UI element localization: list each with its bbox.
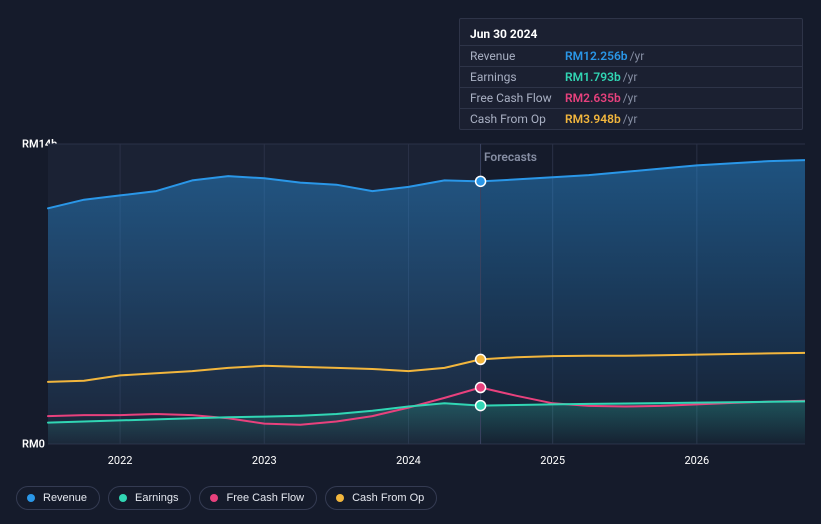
tooltip-row: EarningsRM1.793b /yr <box>460 66 802 87</box>
tooltip-row-label: Free Cash Flow <box>470 91 565 105</box>
x-axis: 20222023202420252026 <box>48 444 805 445</box>
tooltip-row-label: Cash From Op <box>470 112 565 126</box>
legend-dot-icon <box>336 494 344 502</box>
legend-label: Cash From Op <box>352 492 424 504</box>
tooltip-row-label: Earnings <box>470 70 565 84</box>
legend-dot-icon <box>119 494 127 502</box>
tooltip-row-label: Revenue <box>470 49 565 63</box>
tooltip-row-unit: /yr <box>623 91 638 105</box>
legend-item[interactable]: Free Cash Flow <box>199 486 317 510</box>
tooltip-row: Cash From OpRM3.948b /yr <box>460 108 802 129</box>
tooltip-row: Free Cash FlowRM2.635b /yr <box>460 87 802 108</box>
tooltip-row-unit: /yr <box>630 49 645 63</box>
tooltip-row-value: RM2.635b <box>565 91 621 105</box>
tooltip-row: RevenueRM12.256b /yr <box>460 45 802 66</box>
tooltip-row-value: RM12.256b <box>565 49 628 63</box>
legend-label: Earnings <box>135 492 178 504</box>
financials-chart-card: Jun 30 2024 RevenueRM12.256b /yrEarnings… <box>0 0 821 524</box>
x-axis-label: 2026 <box>684 454 709 467</box>
legend: Revenue Earnings Free Cash Flow Cash From O… <box>16 486 437 510</box>
chart-tooltip: Jun 30 2024 RevenueRM12.256b /yrEarnings… <box>459 18 803 130</box>
legend-dot-icon <box>210 494 218 502</box>
legend-item[interactable]: Revenue <box>16 486 100 510</box>
chart-area: Past Analysts Forecasts RM0RM14b 2022202… <box>16 128 805 448</box>
legend-label: Free Cash Flow <box>226 492 304 504</box>
legend-item[interactable]: Earnings <box>108 486 191 510</box>
x-axis-label: 2022 <box>108 454 133 467</box>
x-axis-label: 2024 <box>396 454 421 467</box>
legend-item[interactable]: Cash From Op <box>325 486 437 510</box>
x-axis-label: 2025 <box>540 454 565 467</box>
chart-svg[interactable] <box>16 128 805 448</box>
tooltip-row-unit: /yr <box>623 112 638 126</box>
x-axis-label: 2023 <box>252 454 277 467</box>
tooltip-row-value: RM3.948b <box>565 112 621 126</box>
tooltip-row-unit: /yr <box>623 70 638 84</box>
legend-label: Revenue <box>43 492 87 504</box>
legend-dot-icon <box>27 494 35 502</box>
tooltip-row-value: RM1.793b <box>565 70 621 84</box>
tooltip-date: Jun 30 2024 <box>460 19 802 45</box>
